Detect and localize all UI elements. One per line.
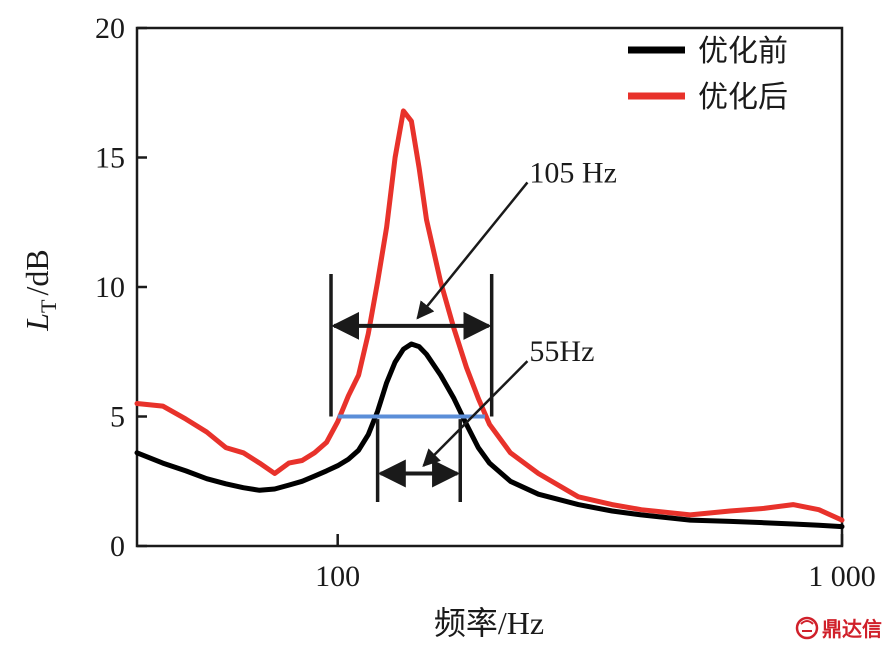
bandwidth-before-pointer: [422, 360, 529, 467]
y-tick-label: 5: [110, 401, 125, 434]
series-line-before: [134, 341, 845, 530]
y-axis-title-unit: /dB: [19, 249, 55, 295]
svg-text:LT/dB: LT/dB: [19, 249, 61, 331]
watermark-text: 鼎达信: [822, 617, 882, 641]
legend-label-after: 优化后: [698, 80, 788, 115]
x-tick-label: 1 000: [808, 560, 876, 593]
y-tick-label: 20: [95, 12, 125, 45]
y-tick-label: 15: [95, 142, 125, 175]
dingdaxin-logo-icon: [795, 616, 819, 640]
x-axis-title: 频率/Hz: [434, 605, 544, 641]
y-axis-title-subscript: T: [36, 299, 61, 313]
y-axis-title-symbol: L: [19, 313, 55, 332]
y-tick-label: 10: [95, 271, 125, 304]
series-layer: [134, 108, 845, 530]
watermark: 鼎达信: [795, 616, 882, 641]
bandwidth-after-label: 105 Hz: [529, 156, 616, 189]
series-line-after: [134, 108, 845, 523]
x-tick-label: 100: [315, 560, 360, 593]
legend-label-before: 优化前: [698, 34, 788, 69]
x-axis: 100 1 000: [315, 534, 876, 593]
bandwidth-after-pointer: [416, 181, 529, 320]
annotation-layer: 105 Hz 55Hz: [329, 156, 617, 502]
y-tick-label: 0: [110, 530, 125, 563]
bandwidth-before-label: 55Hz: [529, 335, 594, 368]
y-axis: 0 5 10 15 20: [95, 12, 147, 563]
y-axis-title: LT/dB: [19, 249, 61, 331]
legend: 优化前 优化后: [628, 34, 788, 115]
